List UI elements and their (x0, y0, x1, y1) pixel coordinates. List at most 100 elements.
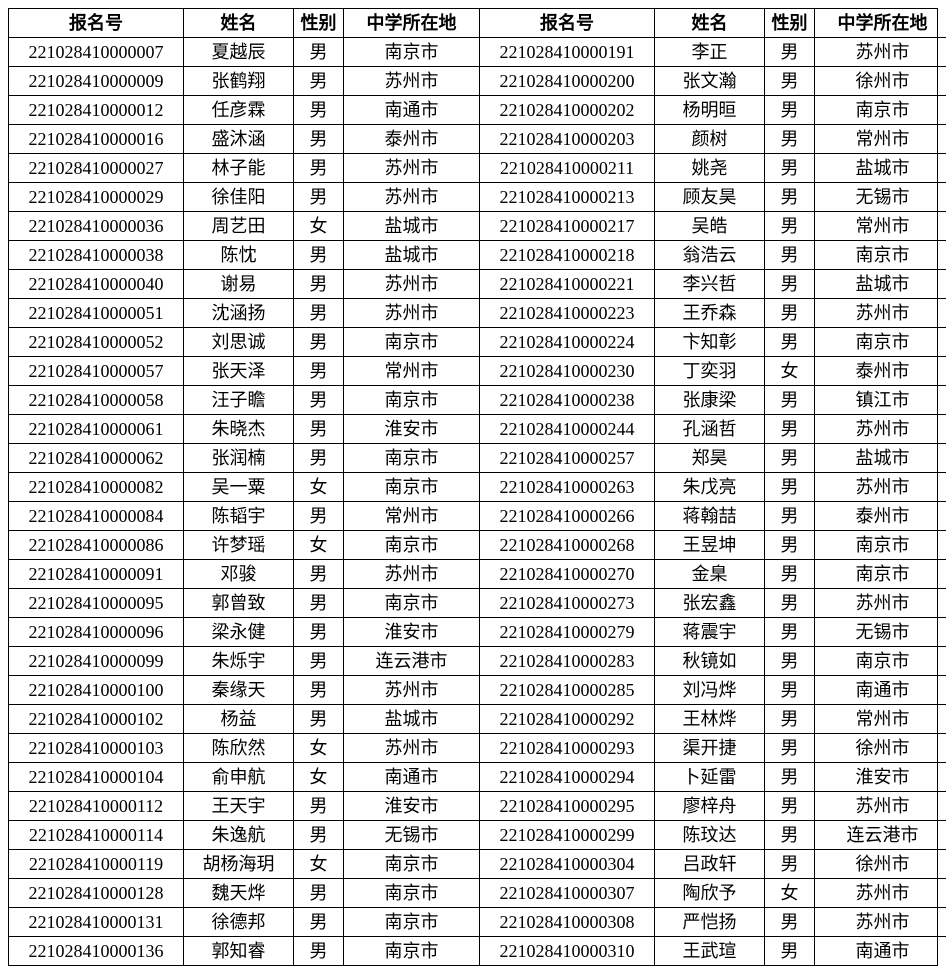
cell-name: 陈欣然 (184, 734, 294, 763)
cell-name: 王昱坤 (655, 531, 765, 560)
cell-location: 淮安市 (344, 415, 479, 444)
cell-gender: 男 (294, 299, 344, 328)
cell-id: 221028410000200 (480, 67, 655, 96)
cell-id: 221028410000082 (9, 473, 184, 502)
cell-name: 姚尧 (655, 154, 765, 183)
cell-id: 221028410000263 (480, 473, 655, 502)
cell-gender: 男 (765, 618, 815, 647)
cell-gender: 女 (294, 850, 344, 879)
cell-location: 南京市 (344, 328, 479, 357)
cell-gender: 男 (765, 444, 815, 473)
cell-location: 南京市 (344, 386, 479, 415)
cell-location: 常州市 (344, 502, 479, 531)
cell-name: 李兴哲 (655, 270, 765, 299)
cell-id: 221028410000099 (9, 647, 184, 676)
cell-id: 221028410000136 (9, 937, 184, 965)
cell-location: 南京市 (344, 937, 479, 965)
cell-id: 221028410000096 (9, 618, 184, 647)
cell-id: 221028410000128 (9, 879, 184, 908)
cell-location: 淮安市 (344, 618, 479, 647)
cell-name: 卞知彰 (655, 328, 765, 357)
cell-gender: 男 (294, 618, 344, 647)
cell-name: 郭曾致 (184, 589, 294, 618)
cell-gender: 男 (294, 96, 344, 125)
column-header: 报名号 (9, 9, 184, 38)
cell-gender: 男 (765, 937, 815, 965)
cell-location: 苏州市 (815, 38, 946, 67)
cell-name: 翁浩云 (655, 241, 765, 270)
cell-gender: 男 (294, 154, 344, 183)
cell-name: 任彦霖 (184, 96, 294, 125)
cell-name: 颜树 (655, 125, 765, 154)
cell-location: 南通市 (344, 763, 479, 792)
cell-location: 南京市 (344, 531, 479, 560)
cell-id: 221028410000221 (480, 270, 655, 299)
cell-name: 吴皓 (655, 212, 765, 241)
table-left-panel: 报名号姓名性别中学所在地221028410000007夏越辰男南京市221028… (9, 9, 480, 965)
cell-gender: 男 (765, 850, 815, 879)
cell-name: 盛沐涵 (184, 125, 294, 154)
cell-location: 苏州市 (815, 415, 946, 444)
cell-gender: 男 (294, 792, 344, 821)
cell-id: 221028410000310 (480, 937, 655, 965)
cell-gender: 男 (294, 589, 344, 618)
cell-location: 苏州市 (815, 908, 946, 937)
cell-name: 张宏鑫 (655, 589, 765, 618)
cell-id: 221028410000051 (9, 299, 184, 328)
cell-id: 221028410000293 (480, 734, 655, 763)
cell-location: 苏州市 (815, 879, 946, 908)
cell-name: 陈韬宇 (184, 502, 294, 531)
cell-name: 夏越辰 (184, 38, 294, 67)
column-header: 姓名 (184, 9, 294, 38)
cell-gender: 男 (765, 821, 815, 850)
cell-name: 蒋震宇 (655, 618, 765, 647)
cell-location: 南京市 (815, 241, 946, 270)
cell-gender: 男 (765, 676, 815, 705)
cell-gender: 女 (294, 763, 344, 792)
cell-location: 苏州市 (344, 676, 479, 705)
cell-id: 221028410000266 (480, 502, 655, 531)
cell-location: 盐城市 (815, 444, 946, 473)
column-header: 中学所在地 (815, 9, 946, 38)
cell-gender: 男 (765, 589, 815, 618)
cell-name: 郭知睿 (184, 937, 294, 965)
cell-id: 221028410000086 (9, 531, 184, 560)
cell-location: 徐州市 (815, 67, 946, 96)
cell-location: 南京市 (815, 560, 946, 589)
cell-location: 南京市 (815, 96, 946, 125)
cell-name: 严恺扬 (655, 908, 765, 937)
cell-id: 221028410000283 (480, 647, 655, 676)
cell-id: 221028410000285 (480, 676, 655, 705)
cell-location: 南通市 (344, 96, 479, 125)
cell-location: 无锡市 (344, 821, 479, 850)
cell-id: 221028410000238 (480, 386, 655, 415)
cell-id: 221028410000292 (480, 705, 655, 734)
cell-gender: 男 (294, 502, 344, 531)
cell-id: 221028410000202 (480, 96, 655, 125)
cell-location: 泰州市 (815, 502, 946, 531)
cell-id: 221028410000084 (9, 502, 184, 531)
cell-id: 221028410000027 (9, 154, 184, 183)
cell-gender: 男 (294, 676, 344, 705)
cell-name: 丁奕羽 (655, 357, 765, 386)
cell-location: 泰州市 (815, 357, 946, 386)
cell-gender: 男 (765, 792, 815, 821)
cell-gender: 女 (294, 531, 344, 560)
cell-name: 谢易 (184, 270, 294, 299)
cell-id: 221028410000131 (9, 908, 184, 937)
cell-id: 221028410000029 (9, 183, 184, 212)
cell-gender: 男 (294, 647, 344, 676)
cell-gender: 男 (765, 96, 815, 125)
cell-id: 221028410000268 (480, 531, 655, 560)
column-header: 报名号 (480, 9, 655, 38)
cell-location: 苏州市 (344, 270, 479, 299)
cell-id: 221028410000095 (9, 589, 184, 618)
cell-id: 221028410000213 (480, 183, 655, 212)
cell-location: 南京市 (344, 473, 479, 502)
cell-gender: 男 (765, 328, 815, 357)
cell-name: 廖梓舟 (655, 792, 765, 821)
cell-gender: 男 (765, 241, 815, 270)
cell-name: 朱烁宇 (184, 647, 294, 676)
cell-name: 林子能 (184, 154, 294, 183)
cell-id: 221028410000217 (480, 212, 655, 241)
